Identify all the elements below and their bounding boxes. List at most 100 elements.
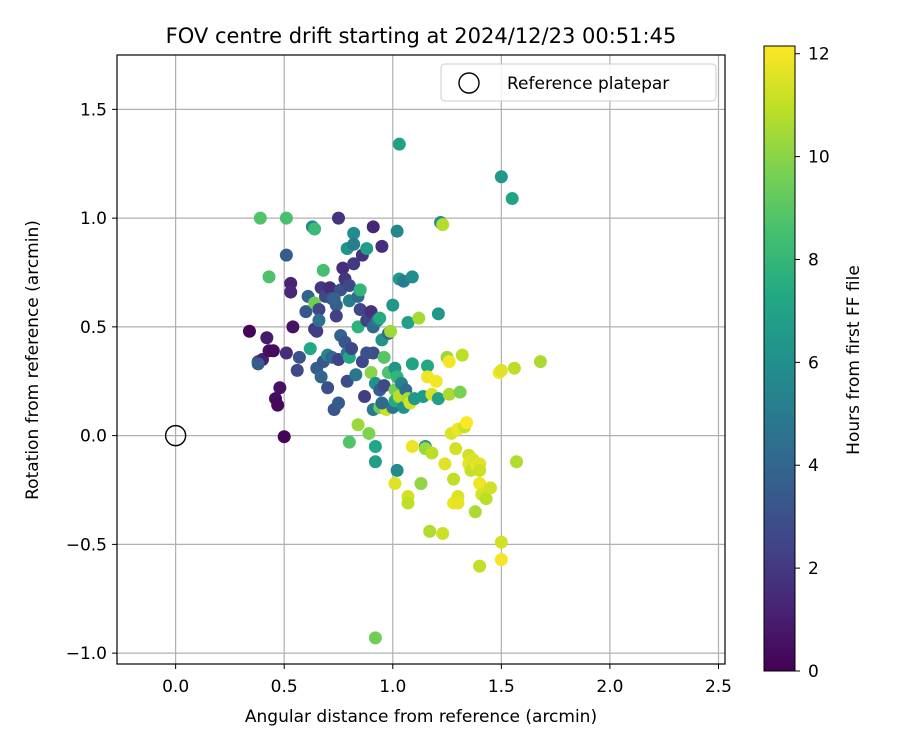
colorbar: 0 2 4 6 8 10 12 Hours from first FF file — [763, 45, 864, 682]
data-point — [460, 416, 474, 430]
reference-platepar-marker — [164, 424, 187, 447]
data-point — [388, 476, 402, 490]
x-tick-label: 1.5 — [488, 677, 515, 697]
data-point — [364, 366, 378, 380]
x-axis-label: Angular distance from reference (arcmin) — [245, 707, 597, 727]
data-point — [401, 496, 415, 510]
chart-title: FOV centre drift starting at 2024/12/23 … — [166, 24, 677, 48]
data-point — [360, 346, 374, 360]
data-point — [360, 242, 374, 256]
data-point — [347, 257, 361, 271]
colorbar-ticks: 0 2 4 6 8 10 12 — [795, 45, 830, 682]
data-point — [366, 220, 380, 234]
data-point — [353, 283, 367, 297]
data-point — [405, 357, 419, 371]
x-tick-label: 2.0 — [596, 677, 623, 697]
data-point — [533, 355, 547, 369]
colorbar-tick-label: 12 — [808, 45, 830, 65]
data-point — [362, 426, 376, 440]
data-point — [292, 350, 306, 364]
colorbar-gradient — [763, 45, 796, 672]
data-point — [253, 211, 267, 225]
y-axis-label: Rotation from reference (arcmin) — [23, 220, 43, 500]
data-point — [436, 218, 450, 232]
data-point — [429, 374, 443, 388]
data-point — [368, 455, 382, 469]
data-point — [392, 137, 406, 151]
data-point — [494, 363, 508, 377]
data-point — [414, 476, 428, 490]
data-point — [479, 492, 493, 506]
data-point — [321, 381, 335, 395]
y-axis-ticks: −1.0 −0.5 0.0 0.5 1.0 1.5 — [66, 100, 117, 664]
data-point — [431, 307, 445, 321]
x-axis-ticks: 0.0 0.5 1.0 1.5 2.0 2.5 — [162, 664, 732, 697]
data-point — [342, 435, 356, 449]
data-point — [342, 279, 356, 293]
data-point — [290, 363, 304, 377]
data-point — [279, 346, 293, 360]
colorbar-tick-label: 2 — [808, 559, 819, 579]
data-point — [279, 248, 293, 262]
data-point — [316, 263, 330, 277]
x-tick-label: 0.5 — [271, 677, 298, 697]
data-point — [401, 316, 415, 330]
data-point — [262, 270, 276, 284]
data-point — [312, 302, 326, 316]
colorbar-label: Hours from first FF file — [844, 265, 864, 455]
y-tick-label: 1.0 — [80, 209, 107, 229]
data-point — [375, 396, 389, 410]
data-point — [353, 302, 367, 316]
data-point — [351, 418, 365, 432]
data-point — [442, 355, 456, 369]
data-point — [425, 446, 439, 460]
data-point — [473, 559, 487, 573]
data-point — [368, 631, 382, 645]
data-point — [473, 476, 487, 490]
data-points — [242, 137, 547, 645]
data-point — [473, 463, 487, 477]
y-tick-label: −0.5 — [66, 535, 107, 555]
data-point — [390, 463, 404, 477]
data-point — [242, 324, 256, 338]
data-point — [375, 239, 389, 253]
data-point — [279, 211, 293, 225]
grid-lines — [117, 55, 725, 664]
data-point — [368, 440, 382, 453]
data-point — [358, 389, 372, 403]
x-tick-label: 0.0 — [162, 677, 189, 697]
x-tick-label: 2.5 — [705, 677, 732, 697]
data-point — [494, 535, 508, 549]
y-tick-label: 0.5 — [80, 318, 107, 338]
data-point — [308, 222, 322, 236]
data-point — [507, 361, 521, 375]
data-point — [347, 226, 361, 240]
data-point — [336, 261, 350, 275]
data-point — [284, 285, 298, 299]
data-point — [271, 398, 285, 412]
data-point — [483, 481, 497, 495]
legend-marker-open-circle — [458, 72, 480, 94]
data-point — [436, 527, 450, 540]
data-point — [331, 211, 345, 225]
data-point — [505, 192, 519, 206]
data-point — [314, 370, 328, 384]
data-point — [299, 305, 313, 319]
reference-marker-layer — [164, 424, 187, 447]
legend: Reference platepar — [440, 63, 717, 102]
y-tick-label: 1.5 — [80, 100, 107, 120]
data-point — [494, 553, 508, 567]
data-point — [431, 392, 445, 406]
data-point — [260, 331, 274, 345]
plot-area-frame — [116, 54, 726, 665]
data-point — [312, 313, 326, 327]
x-tick-label: 1.0 — [379, 677, 406, 697]
data-point — [455, 348, 469, 362]
data-point — [494, 170, 508, 184]
colorbar-tick-label: 8 — [808, 250, 819, 270]
data-point — [345, 342, 359, 356]
data-point — [442, 387, 456, 401]
data-point — [277, 430, 291, 444]
data-point — [266, 344, 280, 358]
